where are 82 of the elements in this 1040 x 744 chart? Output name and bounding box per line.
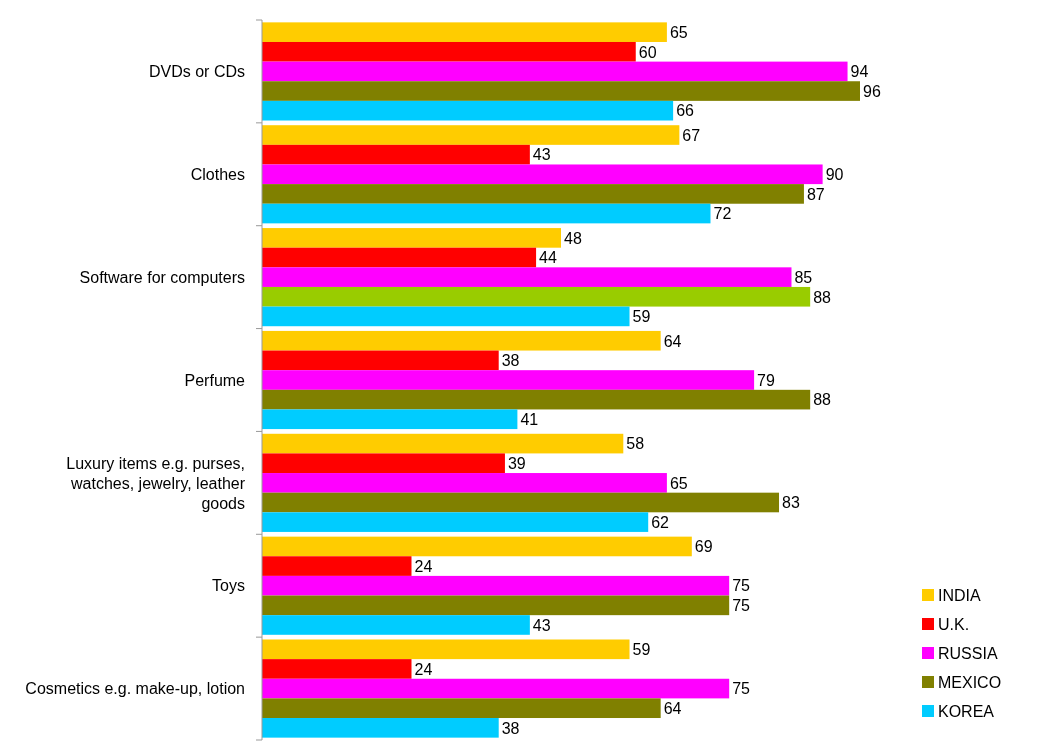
bar [262,433,624,454]
data-label: 41 [520,411,539,429]
data-label: 90 [825,166,844,184]
data-label: 60 [638,43,657,61]
data-label: 75 [732,597,751,615]
data-label: 94 [850,63,869,81]
legend-label: RUSSIA [938,644,998,662]
data-label: 59 [632,308,651,326]
bar [262,492,780,513]
data-label: 65 [669,474,688,492]
legend-label: MEXICO [938,673,1002,691]
data-label: 24 [414,660,433,678]
bar [262,575,730,596]
bar [262,144,530,165]
y-tick-label: DVDs or CDs [148,63,245,81]
legend-label: U.K. [938,615,970,633]
bar [262,453,505,474]
data-label: 59 [632,641,651,659]
bar [262,536,692,557]
data-label: 69 [694,538,713,556]
data-label: 48 [564,229,582,247]
bar [262,389,811,410]
bar [262,41,636,62]
bar [262,267,792,287]
data-label: 66 [676,102,695,120]
bar [262,718,499,738]
data-label: 62 [651,513,670,531]
bar [262,81,860,101]
data-label: 72 [713,205,732,223]
data-label: 96 [863,82,881,100]
bar [262,228,561,248]
y-tick-label: Cosmetics e.g. make-up, lotion [25,680,245,698]
data-label: 87 [806,185,825,203]
bar [262,556,412,576]
data-label: 85 [794,268,813,286]
data-label: 65 [669,23,688,41]
data-label: 64 [663,332,682,350]
bar [262,595,730,616]
bar [262,184,804,204]
bar [262,22,667,42]
data-label: 88 [813,288,832,306]
bar [262,698,661,719]
bar [262,678,730,699]
data-label: 75 [732,680,751,698]
data-label: 43 [532,616,551,634]
bar [262,615,530,635]
bar [262,370,755,390]
y-tick-label: Perfume [184,371,246,389]
y-tick-label: Clothes [190,166,245,184]
y-tick-label: Toys [212,577,245,595]
bar [262,473,667,493]
bar [262,203,711,224]
data-label: 44 [539,249,557,267]
data-label: 64 [663,699,682,717]
data-label: 38 [501,352,520,370]
bar [262,330,661,351]
data-label: 67 [682,126,701,144]
data-label: 58 [626,435,645,453]
data-label: 43 [532,146,551,164]
bar [262,286,811,307]
legend-label: KOREA [938,702,995,720]
data-label: 83 [782,494,800,512]
bar [262,639,630,660]
data-label: 88 [813,391,832,409]
bar [262,61,848,82]
bar [262,659,412,679]
bar [262,100,674,121]
data-label: 24 [414,557,433,575]
bar [262,164,823,185]
legend-label: INDIA [938,586,981,604]
bar [262,306,630,327]
y-tick-label: Software for computers [79,268,245,286]
data-label: 38 [501,719,520,737]
data-label: 79 [757,371,775,389]
bar [262,409,518,430]
bar [262,247,537,268]
bar [262,512,649,532]
y-tick-label: Luxury items e.g. purses, watches, jewelry, leather goods [66,454,246,512]
bar [262,350,499,371]
data-label: 75 [732,577,751,595]
data-label: 39 [507,454,526,472]
bar [262,125,680,145]
